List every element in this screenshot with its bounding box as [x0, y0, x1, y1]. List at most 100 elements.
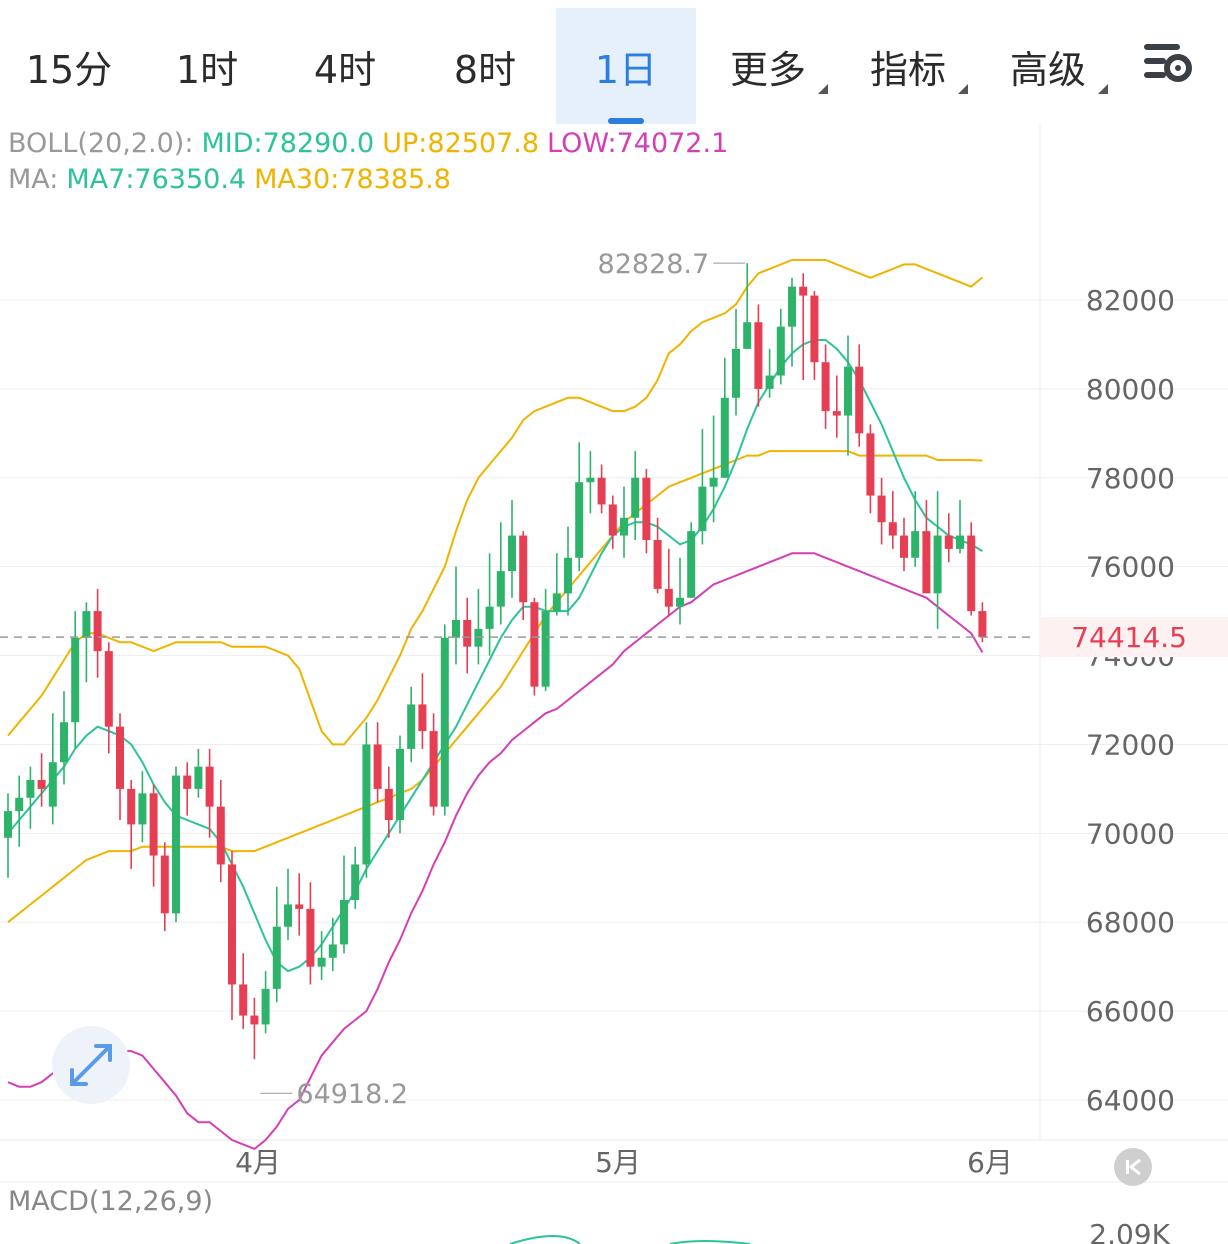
candle-body — [944, 535, 953, 549]
x-tick-label: 6月 — [967, 1146, 1013, 1179]
ma7-line — [7, 339, 983, 973]
candle-body — [328, 944, 337, 958]
macd-line — [669, 1240, 751, 1244]
candle-body — [788, 286, 796, 327]
candle-body — [452, 620, 460, 638]
candle-body — [597, 477, 606, 505]
tab-advanced-label: 高级 — [1009, 47, 1086, 92]
candle-body — [138, 793, 147, 825]
tab-more-label: 更多 — [729, 47, 806, 92]
candle-body — [205, 766, 214, 807]
macd-line — [509, 1235, 581, 1244]
boll-low: LOW:74072.1 — [547, 128, 729, 159]
candle-body — [575, 482, 584, 558]
candle-body — [127, 788, 136, 825]
candle-body — [653, 540, 662, 589]
candle-body — [60, 722, 68, 763]
boll-mid: MID:78290.0 — [201, 128, 375, 159]
x-tick-label: 4月 — [235, 1146, 281, 1179]
candle-body — [116, 726, 124, 789]
boll-up: UP:82507.8 — [382, 128, 540, 159]
expand-chart-button[interactable] — [52, 1026, 130, 1104]
candle-body — [776, 326, 785, 376]
tab-4h[interactable]: 4时 — [313, 47, 377, 92]
candle-body — [922, 531, 931, 594]
candle-body — [317, 957, 326, 967]
ma-legend: MA: MA7:76350.4 MA30:78385.8 — [8, 164, 459, 195]
candle-body — [642, 477, 651, 540]
boll-upper-line — [7, 259, 984, 746]
candle-body — [631, 477, 640, 518]
candle-body — [373, 744, 382, 789]
candle-body — [709, 477, 718, 487]
macd-title: MACD(12,26,9) — [8, 1186, 214, 1217]
candle-body — [620, 517, 628, 536]
candle-body — [429, 731, 438, 807]
last-price-badge — [1040, 617, 1228, 658]
candle-body — [956, 535, 964, 549]
candle-body — [810, 295, 819, 363]
ma-label: MA: — [8, 164, 59, 195]
macd-tick-label: 2.09K — [1089, 1218, 1170, 1244]
candle-body — [552, 593, 561, 612]
candle-body — [821, 362, 830, 412]
candle-body — [978, 611, 987, 638]
candle-body — [26, 780, 35, 798]
y-tick-label: 78000 — [1086, 462, 1175, 495]
candle-body — [15, 797, 24, 812]
tab-1h[interactable]: 1时 — [175, 47, 239, 92]
rewind-icon[interactable] — [1114, 1148, 1152, 1186]
candle-body — [900, 535, 908, 558]
candle-body — [754, 322, 763, 389]
candle-body — [687, 531, 696, 598]
indicators-caret-icon — [958, 84, 968, 94]
candle-body — [832, 411, 841, 416]
tab-1d[interactable]: 1日 — [556, 8, 696, 124]
candle-body — [911, 531, 920, 558]
candle-body — [284, 904, 292, 927]
tab-indicators[interactable]: 指标 — [852, 8, 968, 124]
candle-body — [93, 611, 102, 652]
candle-body — [732, 348, 740, 398]
ma30-line — [7, 450, 983, 923]
tab-advanced[interactable]: 高级 — [992, 8, 1108, 124]
tab-8h[interactable]: 8时 — [453, 47, 517, 92]
tab-more[interactable]: 更多 — [712, 8, 828, 124]
candle-body — [586, 477, 595, 483]
candle-body — [172, 775, 180, 914]
boll-lower-line — [7, 552, 984, 1151]
candle-body — [519, 535, 528, 603]
candle-body — [564, 557, 572, 594]
timeframe-tabs: 15分 1时 4时 8时 1日 更多 指标 高级 — [0, 0, 1228, 124]
low-annotation: 64918.2 — [296, 1079, 408, 1110]
candle-body — [530, 602, 539, 687]
candle-body — [362, 744, 371, 865]
candle-body — [261, 988, 270, 1025]
candle-body — [228, 864, 236, 985]
candle-body — [743, 322, 752, 349]
tab-15m[interactable]: 15分 — [25, 47, 113, 92]
candle-body — [216, 806, 225, 865]
candle-body — [485, 606, 494, 629]
candle-body — [71, 637, 80, 723]
candle-body — [183, 775, 192, 789]
candle-body — [48, 762, 57, 807]
chart-settings-icon[interactable] — [1138, 36, 1202, 96]
candle-body — [418, 704, 427, 732]
candle-body — [440, 637, 449, 807]
candle-body — [396, 748, 404, 820]
boll-label: BOLL(20,2.0): — [8, 128, 194, 159]
candle-body — [160, 855, 169, 914]
candle-body — [194, 766, 203, 789]
candle-body — [877, 495, 886, 523]
tab-1d-label: 1日 — [594, 47, 658, 92]
x-tick-label: 5月 — [595, 1146, 641, 1179]
more-caret-icon — [818, 84, 828, 94]
candle-body — [608, 504, 617, 536]
candle-body — [664, 588, 673, 607]
y-tick-label: 80000 — [1086, 373, 1175, 406]
candle-body — [508, 535, 516, 572]
candle-body — [463, 620, 472, 647]
candle-body — [351, 864, 360, 900]
